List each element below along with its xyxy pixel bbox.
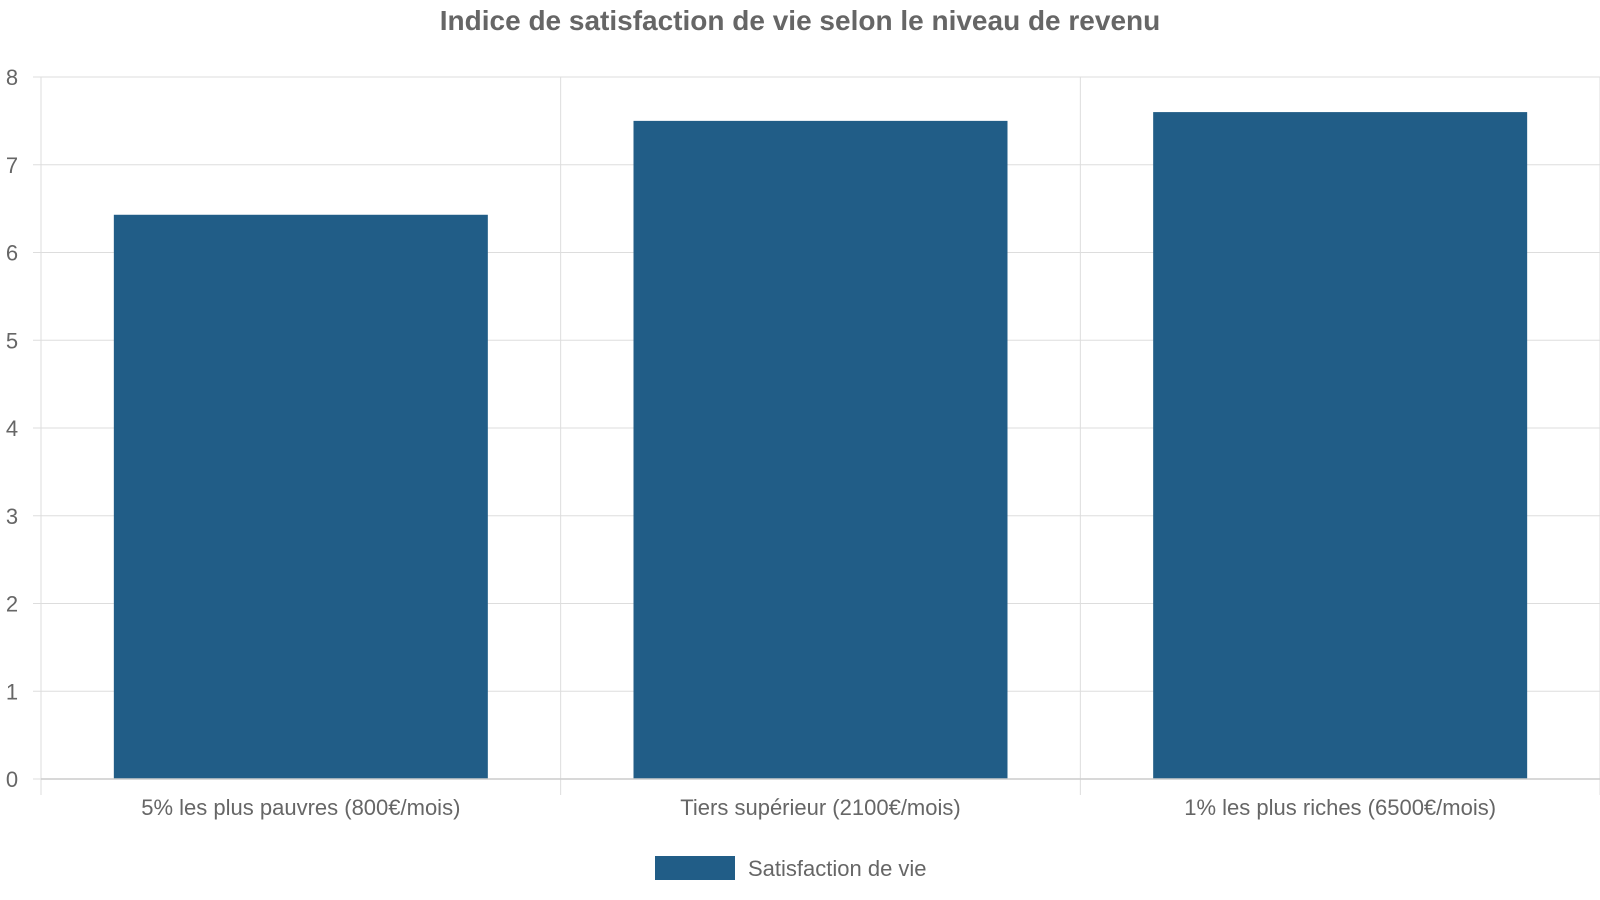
x-tick-label: Tiers supérieur (2100€/mois) — [680, 795, 960, 820]
chart-title: Indice de satisfaction de vie selon le n… — [440, 5, 1160, 36]
legend[interactable]: Satisfaction de vie — [655, 856, 927, 881]
legend-swatch[interactable] — [655, 856, 735, 880]
x-tick-label: 1% les plus riches (6500€/mois) — [1184, 795, 1496, 820]
legend-label[interactable]: Satisfaction de vie — [748, 856, 927, 881]
y-tick-label: 5 — [6, 328, 18, 353]
y-tick-label: 3 — [6, 504, 18, 529]
y-tick-label: 6 — [6, 241, 18, 266]
y-tick-label: 8 — [6, 65, 18, 90]
x-tick-label: 5% les plus pauvres (800€/mois) — [141, 795, 460, 820]
y-tick-label: 7 — [6, 153, 18, 178]
y-tick-label: 4 — [6, 416, 18, 441]
bar[interactable] — [113, 214, 488, 779]
bars — [113, 112, 1528, 780]
bar[interactable] — [1153, 112, 1528, 780]
y-tick-label: 2 — [6, 592, 18, 617]
bar[interactable] — [633, 120, 1008, 779]
y-tick-label: 1 — [6, 679, 18, 704]
y-axis-ticks: 0 1 2 3 4 5 6 7 8 — [6, 65, 18, 792]
y-tick-label: 0 — [6, 767, 18, 792]
x-axis-ticks: 5% les plus pauvres (800€/mois) Tiers sup… — [141, 795, 1496, 820]
